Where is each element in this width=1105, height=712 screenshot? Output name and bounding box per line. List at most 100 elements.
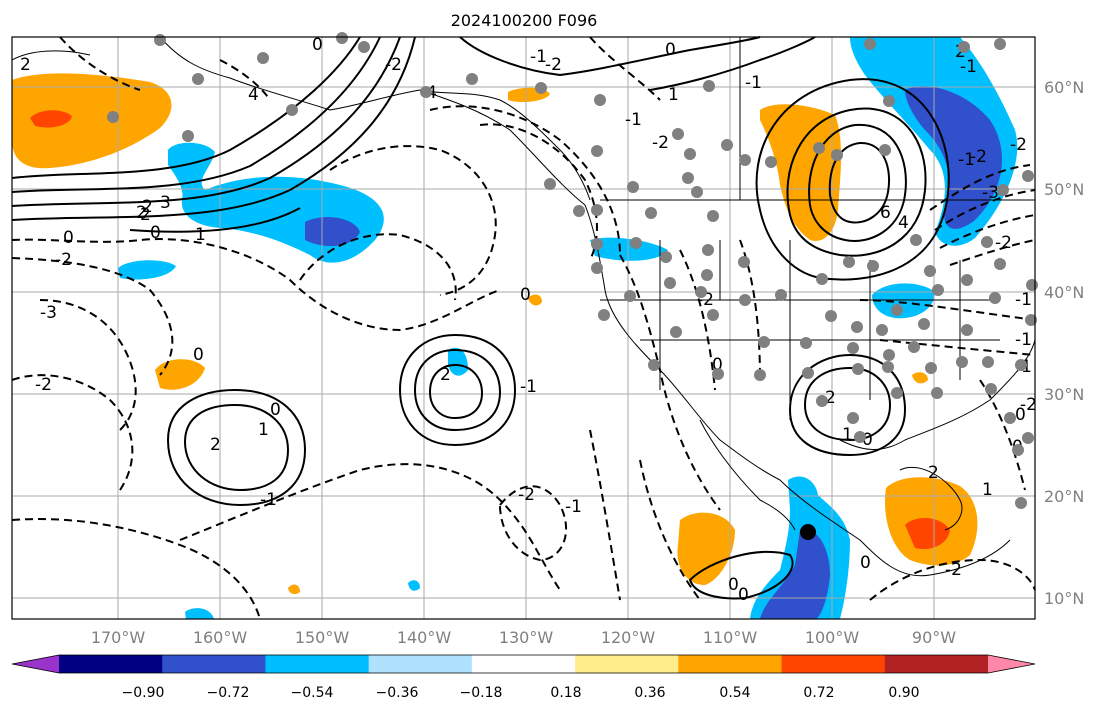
negative-anomaly-region bbox=[408, 580, 420, 591]
lat-label: 20°N bbox=[1044, 487, 1084, 506]
contour-label: 2 bbox=[142, 197, 153, 217]
contour-label: -1 bbox=[1015, 330, 1032, 350]
lon-label: 130°W bbox=[499, 628, 554, 647]
colorbar-outline bbox=[11, 654, 1036, 674]
contour-lines bbox=[11, 36, 950, 600]
colorbar-swatch bbox=[471, 655, 576, 673]
lat-label: 30°N bbox=[1044, 385, 1084, 404]
strong-negative-anomaly-region bbox=[305, 217, 360, 247]
colorbar-tick-label: 0.90 bbox=[888, 685, 919, 701]
colorbar-tick-label: 0.36 bbox=[634, 685, 665, 701]
contour-label: 0 bbox=[738, 585, 749, 605]
colorbar-tick-labels: −0.90 −0.72 −0.54 −0.36 −0.18 0.18 0.36 … bbox=[122, 685, 920, 701]
contour-label: -1 bbox=[958, 150, 975, 170]
contour-label: 0 bbox=[312, 35, 323, 55]
contour-label: 3 bbox=[160, 193, 171, 213]
contour-label: 6 bbox=[880, 203, 891, 223]
contour-label: 0 bbox=[728, 575, 739, 595]
contour-label: -2 bbox=[1020, 395, 1037, 415]
strong-positive-anomaly-region bbox=[905, 518, 950, 550]
contour-label: -2 bbox=[385, 55, 402, 75]
contour-label: 0 bbox=[150, 223, 161, 243]
lat-label: 60°N bbox=[1044, 78, 1084, 97]
contour-label: 2 bbox=[955, 42, 966, 62]
colorbar-tick-label: 0.72 bbox=[803, 685, 834, 701]
contour-label: -1 bbox=[520, 377, 537, 397]
longitude-labels: 170°W 160°W 150°W 140°W 130°W 120°W 110°… bbox=[91, 628, 956, 647]
lat-label: 50°N bbox=[1044, 180, 1084, 199]
lat-label: 40°N bbox=[1044, 283, 1084, 302]
colorbar-tick-label: −0.90 bbox=[122, 685, 165, 701]
contour-label: 2 bbox=[140, 205, 151, 225]
contour-label: 4 bbox=[898, 213, 909, 233]
contour-label: 0 bbox=[270, 400, 281, 420]
map-panel: 2 0 -2 -1 0 -2 1 -1 2 -1 2 4 -4 0 -1 -2 … bbox=[11, 32, 1038, 620]
positive-anomaly-region bbox=[12, 73, 172, 169]
colorbar-swatch bbox=[884, 655, 989, 673]
map-frame bbox=[11, 36, 1036, 620]
strong-positive-anomaly-region bbox=[30, 110, 72, 128]
map-title: 2024100200 F096 bbox=[451, 11, 598, 30]
coastlines-and-borders bbox=[11, 36, 1036, 577]
colorbar-swatch bbox=[162, 655, 266, 673]
contour-label: -3 bbox=[982, 183, 999, 203]
lon-label: 90°W bbox=[912, 628, 956, 647]
lon-label: 110°W bbox=[703, 628, 758, 647]
contour-label: -2 bbox=[652, 133, 669, 153]
colorbar-swatch bbox=[575, 655, 679, 673]
colorbar-swatch bbox=[59, 655, 163, 673]
contour-label: 2 bbox=[210, 435, 221, 455]
lon-label: 170°W bbox=[91, 628, 146, 647]
graticule bbox=[12, 37, 1035, 619]
contour-labels: 2 0 -2 -1 0 -2 1 -1 2 -1 2 4 -4 0 -1 -2 … bbox=[20, 35, 1037, 605]
contour-label: 0 bbox=[862, 430, 873, 450]
positive-anomaly-region bbox=[912, 372, 928, 384]
contour-label: 2 bbox=[136, 203, 147, 223]
strong-negative-anomaly-region bbox=[760, 529, 830, 619]
negative-contour-lines bbox=[11, 36, 1036, 620]
colorbar-extend-high bbox=[988, 655, 1035, 673]
contour-label: 1 bbox=[258, 420, 269, 440]
contour-label: -2 bbox=[995, 233, 1012, 253]
contour-label: -1 bbox=[960, 57, 977, 77]
contour-label: -1 bbox=[625, 110, 642, 130]
contour-label: -2 bbox=[518, 485, 535, 505]
colorbar-tick-label: −0.36 bbox=[376, 685, 419, 701]
contour-label: 0 bbox=[1015, 405, 1026, 425]
positive-anomaly-region bbox=[677, 512, 735, 585]
positive-anomaly-region bbox=[760, 104, 842, 241]
colorbar-tick-label: −0.18 bbox=[460, 685, 503, 701]
negative-anomaly-region bbox=[118, 260, 176, 280]
negative-anomaly-region bbox=[590, 237, 668, 261]
strong-negative-anomaly-region bbox=[905, 86, 1002, 229]
negative-anomaly-region bbox=[448, 347, 468, 376]
lon-label: 140°W bbox=[397, 628, 452, 647]
colorbar-swatch bbox=[368, 655, 473, 673]
contour-label: 4 bbox=[248, 85, 259, 105]
lat-label: 10°N bbox=[1044, 589, 1084, 608]
colorbar-swatch bbox=[781, 655, 886, 673]
contour-label: 1 bbox=[668, 85, 679, 105]
contour-label: -2 bbox=[945, 560, 962, 580]
contour-label: 2 bbox=[825, 388, 836, 408]
positive-anomaly-region bbox=[528, 294, 542, 306]
contour-label: 0 bbox=[63, 228, 74, 248]
contour-label: -1 bbox=[1015, 290, 1032, 310]
contour-label: 2 bbox=[440, 365, 451, 385]
contour-label: 0 bbox=[193, 345, 204, 365]
colorbar bbox=[11, 654, 1036, 674]
lon-label: 120°W bbox=[601, 628, 656, 647]
contour-label: 1 bbox=[842, 425, 853, 445]
lon-label: 100°W bbox=[805, 628, 860, 647]
colorbar-tick-label: −0.54 bbox=[291, 685, 334, 701]
contour-label: 2 bbox=[20, 55, 31, 75]
contour-label: 1 bbox=[982, 480, 993, 500]
contour-label: 1 bbox=[195, 225, 206, 245]
contour-label: -1 bbox=[260, 490, 277, 510]
colorbar-tick-label: 0.18 bbox=[550, 685, 581, 701]
colorbar-tick-label: 0.54 bbox=[719, 685, 750, 701]
contour-label: -2 bbox=[1010, 135, 1027, 155]
contour-label: 0 bbox=[860, 553, 871, 573]
contour-label: -2 bbox=[55, 250, 72, 270]
